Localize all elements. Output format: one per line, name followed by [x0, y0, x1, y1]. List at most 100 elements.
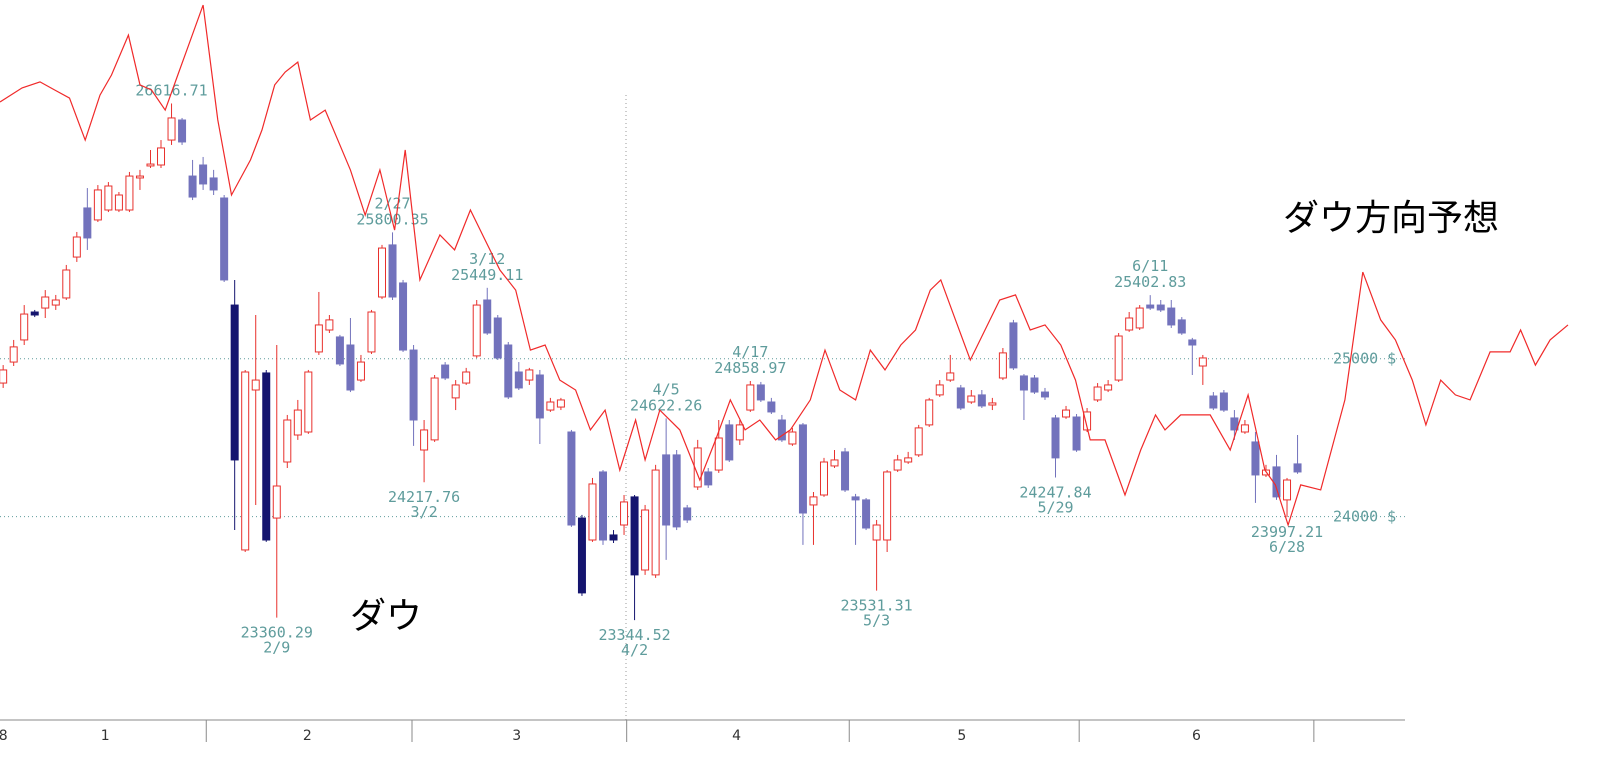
candle-body [1219, 392, 1228, 411]
candle-body [662, 454, 671, 526]
date-label: 3/12 [469, 250, 505, 268]
candle-body [830, 459, 839, 467]
candle-body [925, 399, 934, 426]
candle-body [483, 299, 492, 334]
candle-body [904, 457, 913, 463]
high-label: 24622.26 [630, 396, 702, 414]
candle-body [504, 344, 513, 398]
date-label: 2/27 [374, 194, 410, 212]
low-label: 23997.21 [1251, 523, 1323, 541]
candle-body [725, 424, 734, 461]
candle-body [157, 147, 166, 166]
candle-body [356, 361, 365, 381]
high-label: 26616.71 [135, 81, 207, 99]
candle-body [104, 185, 113, 211]
candle-body [956, 387, 965, 409]
candle-body [20, 313, 29, 341]
x-tick-label: 1 [101, 728, 110, 744]
candle-body [188, 175, 197, 198]
candle-body [841, 451, 850, 491]
candle-body [9, 346, 18, 363]
candle-body [125, 175, 134, 211]
candle-body [893, 459, 902, 471]
candle-body [809, 496, 818, 506]
candle-body [472, 304, 481, 357]
candle-body [588, 483, 597, 541]
candle-body [1125, 317, 1134, 331]
x-tick-label: 5 [957, 728, 966, 744]
high-label: 24858.97 [714, 359, 786, 377]
low-label: 24247.84 [1019, 483, 1091, 501]
candle-body [262, 372, 271, 541]
candle-body [651, 469, 660, 576]
candle-body [1093, 386, 1102, 401]
candle-body [714, 437, 723, 471]
candle-body [1019, 375, 1028, 391]
candle-body [609, 534, 618, 541]
candle-body [230, 304, 239, 461]
candle-body [272, 485, 281, 519]
candle-body [788, 431, 797, 445]
candle-body [114, 194, 123, 211]
candle-body [62, 269, 71, 299]
candle-body [209, 177, 218, 191]
date-label: 4/5 [653, 380, 680, 398]
candle-body [441, 364, 450, 379]
candle-body [1114, 335, 1123, 381]
candle-body [430, 377, 439, 441]
candle-body [735, 424, 744, 441]
candle-body [451, 384, 460, 399]
candle-body [967, 395, 976, 403]
candle-body [872, 524, 881, 541]
candle-body [546, 401, 555, 411]
candle-body [93, 189, 102, 221]
candle-body [1146, 304, 1155, 309]
candle-body [0, 369, 8, 384]
y-tick-label: 24000 $ [1333, 508, 1396, 526]
candle-body [1188, 339, 1197, 346]
candle-body [756, 384, 765, 401]
candle-body [283, 419, 292, 463]
candle-body [1272, 466, 1281, 498]
x-tick-label: 4 [732, 728, 741, 744]
candle-body [1251, 441, 1260, 476]
candle-body [767, 401, 776, 413]
candle-body [346, 344, 355, 391]
candle-body [83, 207, 92, 239]
candle-body [251, 379, 260, 391]
candle-body [1009, 322, 1018, 369]
date-label: 4/17 [732, 343, 768, 361]
candle-body [1030, 377, 1039, 393]
candle-body [704, 471, 713, 486]
candle-body [1104, 384, 1113, 391]
x-tick-label: 8 [0, 728, 8, 744]
candle-body [41, 296, 50, 309]
candle-body [977, 394, 986, 407]
candle-body [199, 164, 208, 185]
legend-forecast: ダウ方向予想 [1283, 198, 1499, 239]
candle-body [1283, 479, 1292, 501]
candle-body [556, 399, 565, 408]
date-label: 2/9 [263, 639, 290, 657]
candle-body [1177, 319, 1186, 334]
candle-body [388, 244, 397, 298]
candle-body [314, 324, 323, 353]
candle-body [577, 517, 586, 594]
candle-body [514, 371, 523, 389]
candle-body [462, 371, 471, 384]
candle-body [1293, 463, 1302, 473]
candle-body [325, 319, 334, 331]
x-tick-label: 3 [512, 728, 521, 744]
candle-body [1156, 304, 1165, 311]
candle-body [146, 163, 155, 167]
high-label: 25402.83 [1114, 273, 1186, 291]
candle-body [335, 336, 344, 365]
candle-body [914, 427, 923, 456]
candle-body [567, 431, 576, 526]
low-label: 23360.29 [241, 624, 313, 642]
candle-body [409, 349, 418, 421]
candle-body [862, 499, 871, 529]
candle-body [998, 352, 1007, 379]
candle-body [883, 471, 892, 541]
candle-body [683, 507, 692, 521]
